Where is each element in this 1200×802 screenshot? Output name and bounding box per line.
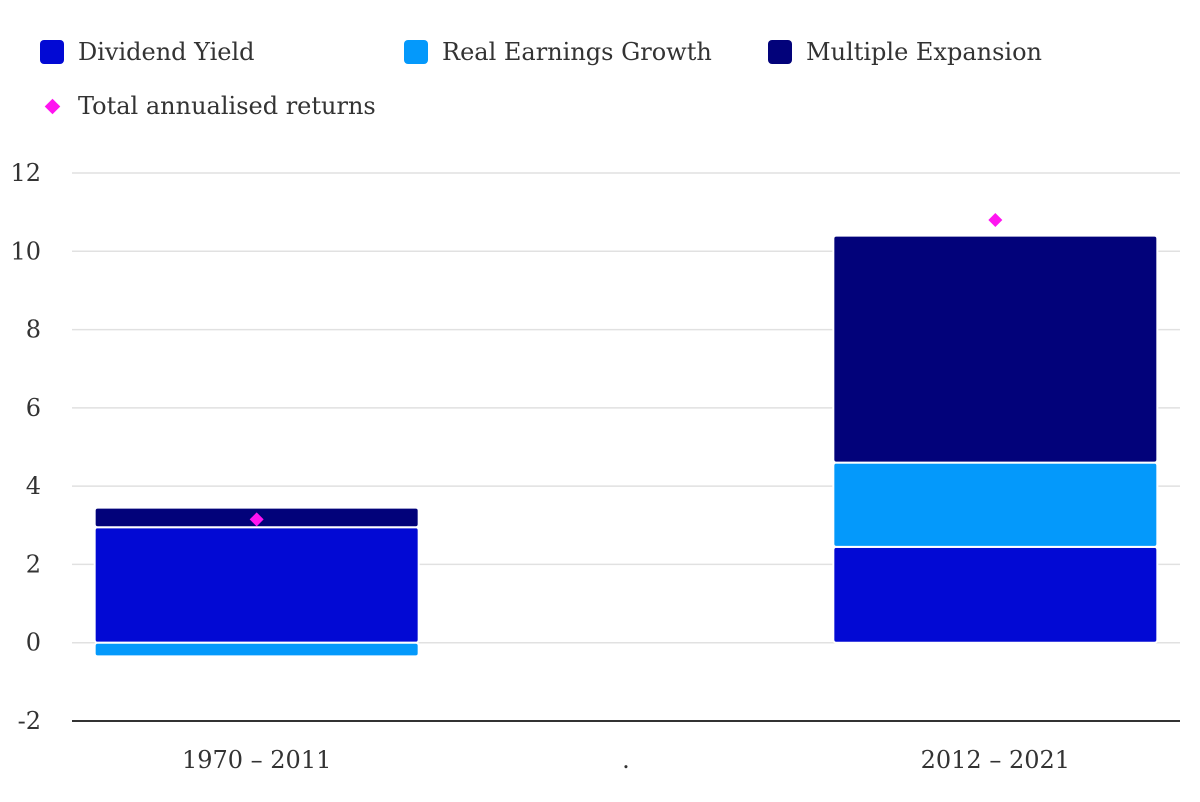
legend-swatch-multiple-expansion	[768, 40, 792, 64]
y-tick-label: 2	[26, 550, 41, 578]
total-return-markers	[249, 212, 1003, 527]
x-tick-label: .	[622, 746, 630, 774]
y-tick-label: 12	[10, 159, 41, 187]
legend-label-dividend-yield: Dividend Yield	[78, 38, 255, 66]
legend-label-total-returns: Total annualised returns	[78, 92, 376, 120]
total-return-marker	[988, 212, 1003, 227]
legend-item-real-earnings-growth[interactable]: Real Earnings Growth	[404, 38, 712, 66]
legend-item-total-returns[interactable]: Total annualised returns	[40, 92, 376, 120]
legend-item-dividend-yield[interactable]: Dividend Yield	[40, 38, 255, 66]
bar-real-earnings-growth	[93, 641, 420, 658]
legend-swatch-dividend-yield	[40, 40, 64, 64]
y-tick-label: 6	[26, 394, 41, 422]
bar-multiple-expansion	[832, 234, 1159, 464]
legend-item-multiple-expansion[interactable]: Multiple Expansion	[768, 38, 1042, 66]
x-tick-label: 1970 – 2011	[182, 746, 331, 774]
y-tick-label: 8	[26, 316, 41, 344]
bar-real-earnings-growth	[832, 461, 1159, 548]
y-tick-label: 0	[26, 629, 41, 657]
x-tick-label: 2012 – 2021	[921, 746, 1070, 774]
legend: Dividend Yield Real Earnings Growth Mult…	[0, 0, 1200, 140]
y-tick-label: 4	[26, 472, 41, 500]
bar-dividend-yield	[832, 545, 1159, 644]
y-tick-label: -2	[18, 707, 41, 735]
y-tick-label: 10	[10, 237, 41, 265]
bars	[93, 234, 1159, 658]
bar-dividend-yield	[93, 526, 420, 644]
legend-label-real-earnings-growth: Real Earnings Growth	[442, 38, 712, 66]
legend-label-multiple-expansion: Multiple Expansion	[806, 38, 1042, 66]
legend-swatch-real-earnings-growth	[404, 40, 428, 64]
axes: -2 0 2 4 6 8 10 12 1970 – 2011. 2012 – 2021	[10, 159, 1180, 774]
total-return-marker	[249, 512, 264, 527]
